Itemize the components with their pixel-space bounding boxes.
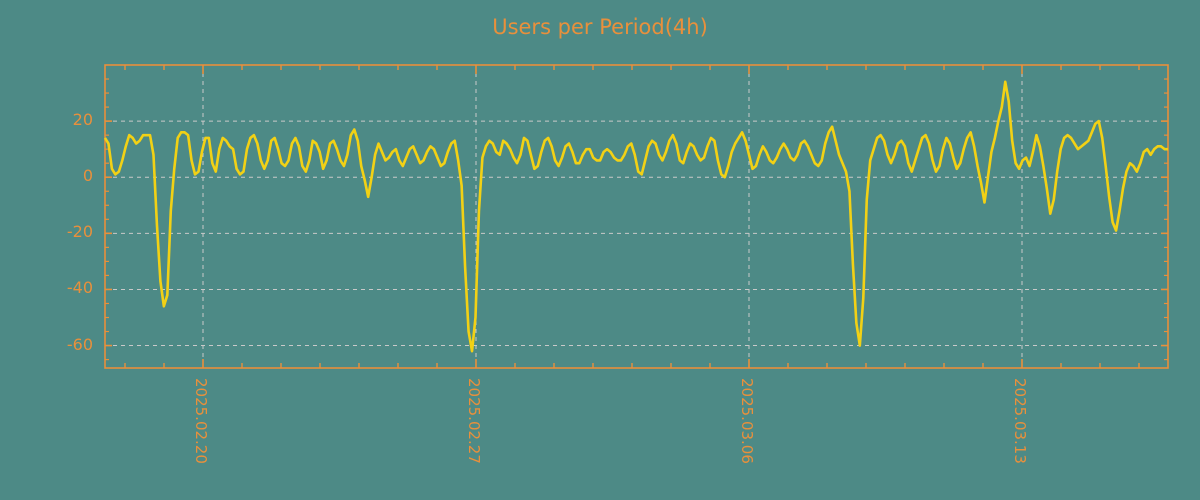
y-axis-tick-label: 0 <box>82 166 93 186</box>
x-axis-tick-label: 2025.03.13 <box>1011 378 1029 464</box>
axis-ticks <box>105 65 1168 368</box>
x-axis-tick-label: 2025.03.06 <box>738 378 756 464</box>
gridlines <box>105 65 1168 368</box>
y-axis-tick-label: -20 <box>66 222 93 242</box>
x-axis-tick-label: 2025.02.20 <box>192 378 210 464</box>
plot-frame <box>104 64 1169 369</box>
y-axis-tick-label: -40 <box>66 278 93 298</box>
data-series-line <box>103 80 1168 353</box>
chart-title: Users per Period(4h) <box>492 15 708 39</box>
y-axis-tick-label: -60 <box>66 334 93 354</box>
x-axis-tick-label: 2025.02.27 <box>465 378 483 464</box>
y-axis-tick-label: 20 <box>72 110 93 130</box>
